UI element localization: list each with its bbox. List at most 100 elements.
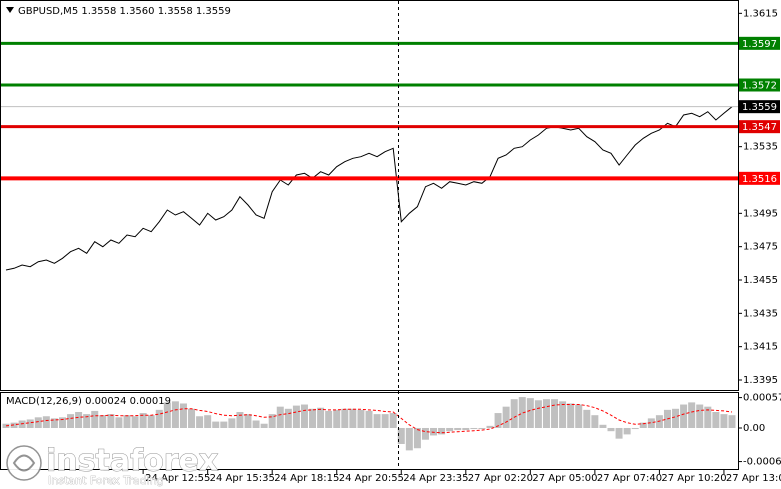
macd-bar: [276, 406, 284, 428]
price-label-box: [739, 120, 780, 134]
macd-bar: [91, 410, 99, 428]
macd-bar: [220, 421, 228, 428]
macd-bar: [212, 421, 220, 428]
macd-bar: [615, 427, 623, 439]
y-tick-label: 1.3475: [743, 242, 778, 253]
macd-bar: [188, 408, 196, 428]
watermark: instaforex Instant Forex Trading: [6, 443, 219, 487]
macd-bar: [26, 419, 34, 428]
y-tick-label: 0.00: [743, 423, 765, 434]
layers: 1.3615 1.3535 1.3495 1.3475 1.3455 1.3435 1.34…: [0, 8, 781, 484]
x-tick-label: 27 Apr 13:00: [726, 473, 781, 484]
y-tick-label: 1.3435: [743, 308, 778, 319]
macd-bar: [494, 413, 502, 428]
macd-bar: [349, 408, 357, 428]
macd-bar: [421, 427, 429, 440]
macd-bar: [34, 417, 42, 428]
x-tick-label: 27 Apr 10:20: [661, 473, 726, 484]
macd-bar: [309, 408, 317, 428]
macd-bar: [236, 411, 244, 428]
macd-bar: [430, 427, 438, 436]
macd-bar: [196, 416, 204, 428]
macd-bar: [575, 404, 583, 428]
macd-bar: [365, 410, 373, 428]
price-label: 1.3547: [742, 122, 777, 133]
macd-bar: [292, 405, 300, 428]
x-tick-label: 24 Apr 15:35: [210, 473, 275, 484]
macd-bar: [502, 406, 510, 428]
macd-bar: [18, 420, 26, 428]
macd-bar: [50, 418, 58, 428]
price-label-box: [739, 36, 780, 50]
x-tick-label: 27 Apr 02:20: [468, 473, 533, 484]
macd-bar: [381, 414, 389, 428]
macd-bar: [139, 413, 147, 428]
macd-bar: [583, 409, 591, 428]
macd-bar: [712, 411, 720, 428]
y-tick-label: 0.00057: [743, 393, 781, 404]
macd-bar: [373, 414, 381, 428]
macd-bar: [333, 409, 341, 428]
macd-bar: [720, 414, 728, 428]
macd-bar: [58, 417, 66, 428]
macd-bar: [115, 417, 123, 428]
price-label: 1.3597: [742, 39, 777, 50]
macd-bar: [542, 399, 550, 428]
macd-bar: [526, 398, 534, 428]
macd-bar: [123, 415, 131, 428]
macd-bar: [204, 415, 212, 428]
macd-bar: [446, 427, 454, 432]
y-tick-label: 1.3415: [743, 342, 778, 353]
x-tick-label: 24 Apr 12:55: [145, 473, 210, 484]
x-tick-label: 24 Apr 20:55: [339, 473, 404, 484]
macd-bar: [470, 427, 478, 430]
price-label: 1.3572: [742, 81, 777, 92]
y-tick-label: 1.3535: [743, 142, 778, 153]
macd-bar: [163, 402, 171, 428]
macd-bar: [405, 427, 413, 451]
macd-bar: [252, 420, 260, 428]
price-label-box: [739, 171, 780, 185]
macd-bar: [599, 424, 607, 428]
macd-bar: [639, 422, 647, 428]
macd-bar: [647, 418, 655, 428]
macd-bar: [623, 427, 631, 435]
macd-bar: [341, 408, 349, 428]
macd-bar: [534, 400, 542, 428]
x-tick-label: 27 Apr 07:40: [597, 473, 662, 484]
macd-bar: [478, 427, 486, 430]
y-tick-label: 1.3395: [743, 375, 778, 386]
macd-bar: [413, 427, 421, 449]
y-tick-label: 1.3495: [743, 208, 778, 219]
chart-title: GBPUSD,M5 1.3558 1.3560 1.3558 1.3559: [18, 6, 231, 17]
macd-bar: [567, 403, 575, 428]
x-tick-label: 27 Apr 05:00: [532, 473, 597, 484]
macd-bar: [244, 414, 252, 428]
macd-bar: [704, 406, 712, 428]
signal-line: [5, 404, 733, 434]
macd-bar: [510, 399, 518, 428]
macd-bar: [268, 414, 276, 428]
macd-bar: [42, 416, 50, 428]
macd-bar: [228, 418, 236, 428]
macd-bar: [99, 415, 107, 428]
watermark-logo-mark: [12, 454, 36, 472]
macd-bar: [680, 404, 688, 428]
macd-bar: [454, 427, 462, 431]
macd-bar: [131, 416, 139, 428]
macd-bar: [389, 413, 397, 428]
menu-icon: [6, 7, 14, 13]
macd-bar: [551, 399, 559, 428]
macd-bar: [10, 422, 18, 428]
macd-bar: [147, 415, 155, 428]
macd-bar: [696, 404, 704, 428]
y-tick-label: 1.3615: [743, 8, 778, 19]
x-tick-label: 24 Apr 18:15: [274, 473, 339, 484]
macd-bar: [300, 404, 308, 428]
macd-bar: [357, 409, 365, 428]
macd-bar: [462, 427, 470, 431]
macd-bar: [397, 427, 405, 444]
macd-bar: [559, 401, 567, 428]
